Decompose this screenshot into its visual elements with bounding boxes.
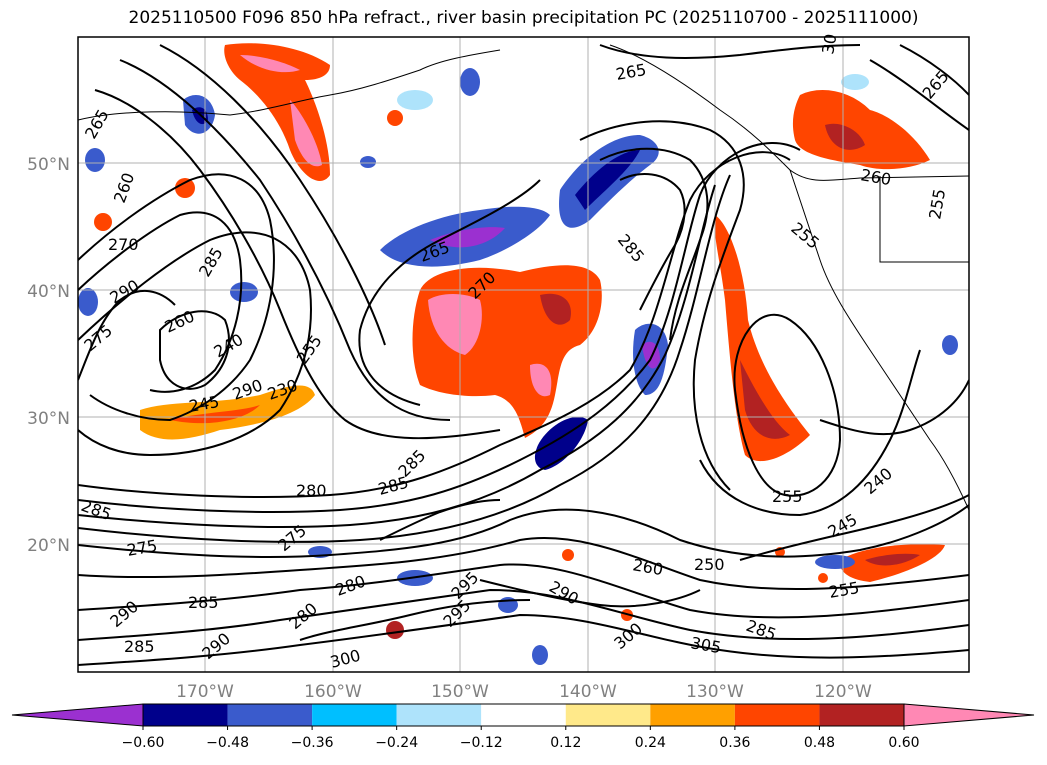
contour-label: 30 [818, 32, 840, 55]
contour-label: 285 [124, 637, 155, 656]
lon-label: 160°W [304, 682, 362, 702]
colorbar-extend-low [11, 703, 144, 727]
contour-label: 255 [772, 487, 803, 506]
colorbar-frame [142, 703, 905, 727]
colorbar-tick-label: −0.48 [206, 735, 249, 751]
latitude-axis: 50°N 40°N 30°N 20°N [27, 155, 70, 556]
contour-label: 280 [296, 481, 327, 500]
colorbar-segment [396, 704, 482, 726]
graticule [78, 37, 969, 672]
colorbar-segment [143, 704, 228, 726]
positive-anomaly-region [714, 215, 810, 462]
colorbar-segment [819, 704, 904, 726]
colorbar-segment [565, 704, 651, 726]
lat-label: 50°N [27, 155, 70, 175]
colorbar-tick-label: 0.60 [888, 735, 919, 751]
colorbar-tick-label: −0.36 [291, 735, 334, 751]
coastlines [78, 44, 969, 511]
colorbar-segment [481, 704, 566, 726]
colorbar-tick-label: −0.24 [375, 735, 418, 751]
contour-label: 285 [188, 593, 219, 612]
contour-label: 270 [108, 235, 139, 254]
colorbar-segment [312, 704, 397, 726]
positive-anomaly-region [792, 90, 930, 170]
colorbar-tick-label: −0.12 [460, 735, 503, 751]
colorbar-tick-label: 0.36 [719, 735, 750, 751]
map-plot-area [78, 37, 969, 672]
colorbar-tick-label: 0.12 [550, 735, 581, 751]
lat-label: 20°N [27, 536, 70, 556]
lat-label: 40°N [27, 282, 70, 302]
map-frame [77, 36, 970, 673]
lon-label: 130°W [686, 682, 744, 702]
colorbar-segment [734, 704, 820, 726]
colorbar-tick-label: 0.48 [804, 735, 835, 751]
colorbar-extend-high [903, 703, 1035, 727]
lon-label: 120°W [814, 682, 872, 702]
lon-label: 140°W [559, 682, 617, 702]
colorbar: −0.60 −0.48 −0.36 −0.24 −0.12 0.12 0.24 0.36 0.4… [11, 703, 1035, 751]
contour-label: 250 [694, 555, 725, 574]
colorbar-tick-label: −0.60 [122, 735, 165, 751]
contour-lines [78, 44, 969, 666]
lat-label: 30°N [27, 409, 70, 429]
longitude-axis: 170°W 160°W 150°W 140°W 130°W 120°W [176, 682, 872, 702]
map-title: 2025110500 F096 850 hPa refract., river … [128, 8, 919, 28]
lon-label: 170°W [176, 682, 234, 702]
colorbar-segment [650, 704, 735, 726]
colorbar-segment [227, 704, 313, 726]
colorbar-tick-label: 0.24 [635, 735, 666, 751]
lon-label: 150°W [431, 682, 489, 702]
